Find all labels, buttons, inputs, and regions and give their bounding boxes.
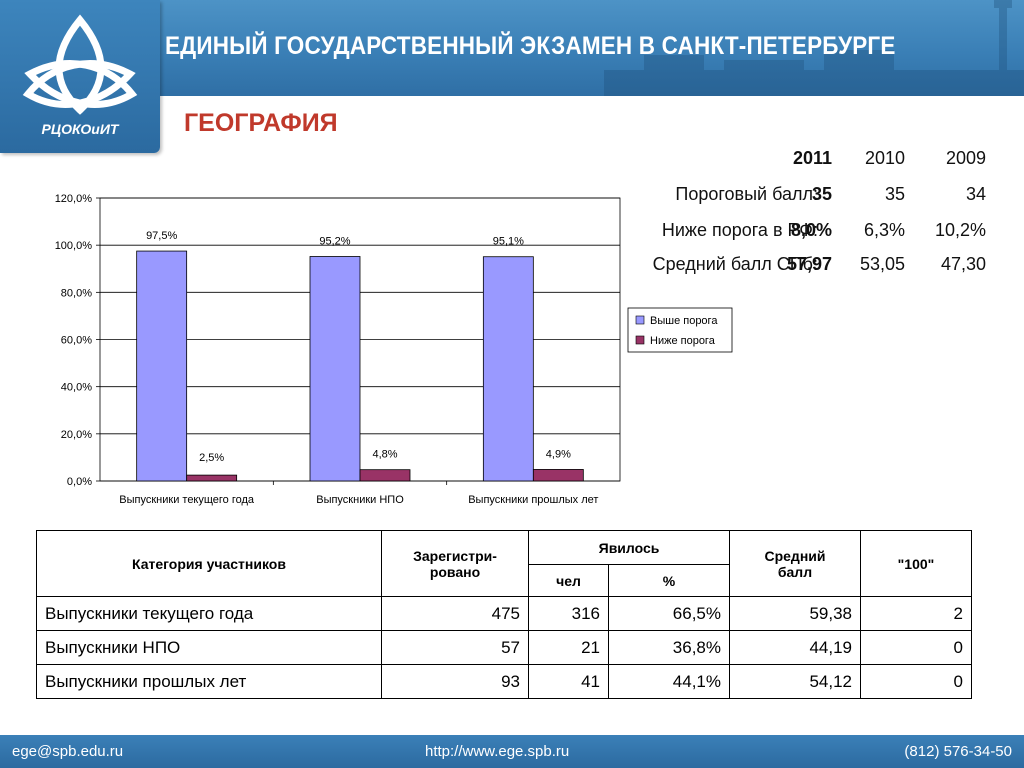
stats-row: Средний балл СПб: 57,97 53,05 47,30 <box>560 254 1000 284</box>
results-table: Категория участников Зарегистри- ровано … <box>36 530 972 699</box>
footer-bar: ege@spb.edu.ru http://www.ege.spb.ru (81… <box>0 735 1024 768</box>
stats-year: 2010 <box>864 148 905 168</box>
row-category: Выпускники текущего года <box>36 596 382 631</box>
row-registered: 93 <box>381 664 529 699</box>
logo-knot-icon <box>22 14 138 115</box>
row-pct: 36,8% <box>608 630 730 665</box>
table-row: Выпускники прошлых лет 93 41 44,1% 54,12… <box>36 664 972 699</box>
bar <box>532 469 584 482</box>
table-row: Выпускники НПО 57 21 36,8% 44,19 0 <box>36 630 972 665</box>
bar <box>186 474 238 482</box>
x-tick-label: Выпускники текущего года <box>119 494 255 506</box>
stats-row-label: Ниже порога в РФ: <box>661 220 818 240</box>
stats-year-header: 2011 2010 2009 <box>560 148 1000 178</box>
row-pct: 66,5% <box>608 596 730 631</box>
legend <box>627 307 733 353</box>
y-tick-label: 0,0% <box>67 476 92 488</box>
bar <box>359 469 411 482</box>
header-registered: Зарегистри- ровано <box>381 530 529 597</box>
stats-value: 8,0% <box>790 220 832 240</box>
bar <box>136 250 188 482</box>
stats-value: 10,2% <box>934 220 986 240</box>
header-appeared-count: чел <box>528 564 609 597</box>
stats-year: 2009 <box>945 148 986 168</box>
header-title: ЕДИНЫЙ ГОСУДАРСТВЕННЫЙ ЭКЗАМЕН В САНКТ-П… <box>165 32 896 60</box>
data-label: 4,9% <box>546 448 571 460</box>
footer-phone: (812) 576-34-50 <box>904 743 1012 760</box>
data-label: 97,5% <box>146 230 177 242</box>
row-average: 59,38 <box>729 596 861 631</box>
data-label: 2,5% <box>199 452 224 464</box>
bar-chart: 0,0% 20,0% 40,0% 60,0% 80,0% 100,0% 120,0% 97,5… <box>55 193 733 506</box>
stats-year: 2011 <box>792 148 832 168</box>
data-label: 4,8% <box>372 449 397 461</box>
row-average: 54,12 <box>729 664 861 699</box>
data-label: 95,2% <box>319 235 350 247</box>
logo-panel: РЦОКОиИТ <box>0 0 160 153</box>
header-registered-line2: ровано <box>429 563 481 580</box>
header-category: Категория участников <box>36 530 382 597</box>
footer-website-link[interactable]: http://www.ege.spb.ru <box>425 743 570 760</box>
y-tick-label: 120,0% <box>55 193 93 205</box>
header-average-line1: Средний <box>764 547 826 564</box>
legend-label: Выше порога <box>650 315 718 327</box>
y-tick-label: 20,0% <box>61 429 92 441</box>
legend-swatch <box>635 335 645 345</box>
row-hundred: 0 <box>860 664 972 699</box>
y-tick-label: 80,0% <box>61 287 92 299</box>
row-count: 21 <box>528 630 609 665</box>
y-tick-label: 40,0% <box>61 382 92 394</box>
row-registered: 57 <box>381 630 529 665</box>
header-average-line2: балл <box>777 563 813 580</box>
stats-value: 35 <box>811 184 832 204</box>
row-count: 41 <box>528 664 609 699</box>
header-appeared: Явилось <box>528 530 730 565</box>
stats-value: 6,3% <box>863 220 905 240</box>
row-average: 44,19 <box>729 630 861 665</box>
legend-label: Ниже порога <box>650 335 716 347</box>
header-registered-line1: Зарегистри- <box>413 547 497 564</box>
row-category: Выпускники НПО <box>36 630 382 665</box>
subject-title: ГЕОГРАФИЯ <box>184 109 338 137</box>
row-hundred: 2 <box>860 596 972 631</box>
table-row: Выпускники текущего года 475 316 66,5% 5… <box>36 596 972 631</box>
y-tick-label: 60,0% <box>61 335 92 347</box>
row-count: 316 <box>528 596 609 631</box>
data-label: 95,1% <box>493 236 524 248</box>
stats-row: Ниже порога в РФ: 8,0% 6,3% 10,2% <box>560 220 1000 250</box>
row-hundred: 0 <box>860 630 972 665</box>
stats-value: 34 <box>965 184 986 204</box>
stats-row-label: Пороговый балл: <box>675 184 818 204</box>
header-appeared-pct: % <box>608 564 730 597</box>
footer-email-link[interactable]: ege@spb.edu.ru <box>12 743 124 760</box>
x-tick-label: Выпускники прошлых лет <box>468 494 598 506</box>
logo-text: РЦОКОиИТ <box>41 121 119 137</box>
stats-row-label: Средний балл СПб: <box>652 254 818 274</box>
row-pct: 44,1% <box>608 664 730 699</box>
stats-row: Пороговый балл: 35 35 34 <box>560 184 1000 214</box>
stats-value: 35 <box>884 184 905 204</box>
row-registered: 475 <box>381 596 529 631</box>
header-banner: ЕДИНЫЙ ГОСУДАРСТВЕННЫЙ ЭКЗАМЕН В САНКТ-П… <box>0 0 1024 96</box>
header-hundred: "100" <box>860 530 972 597</box>
bar <box>309 256 361 482</box>
x-tick-label: Выпускники НПО <box>316 494 404 506</box>
stats-value: 57,97 <box>786 254 832 274</box>
city-skyline-image <box>604 0 1024 96</box>
row-category: Выпускники прошлых лет <box>36 664 382 699</box>
stats-value: 47,30 <box>940 254 986 274</box>
legend-swatch <box>635 315 645 325</box>
stats-value: 53,05 <box>859 254 905 274</box>
y-tick-label: 100,0% <box>55 240 93 252</box>
header-average: Средний балл <box>729 530 861 597</box>
bar <box>482 256 534 482</box>
